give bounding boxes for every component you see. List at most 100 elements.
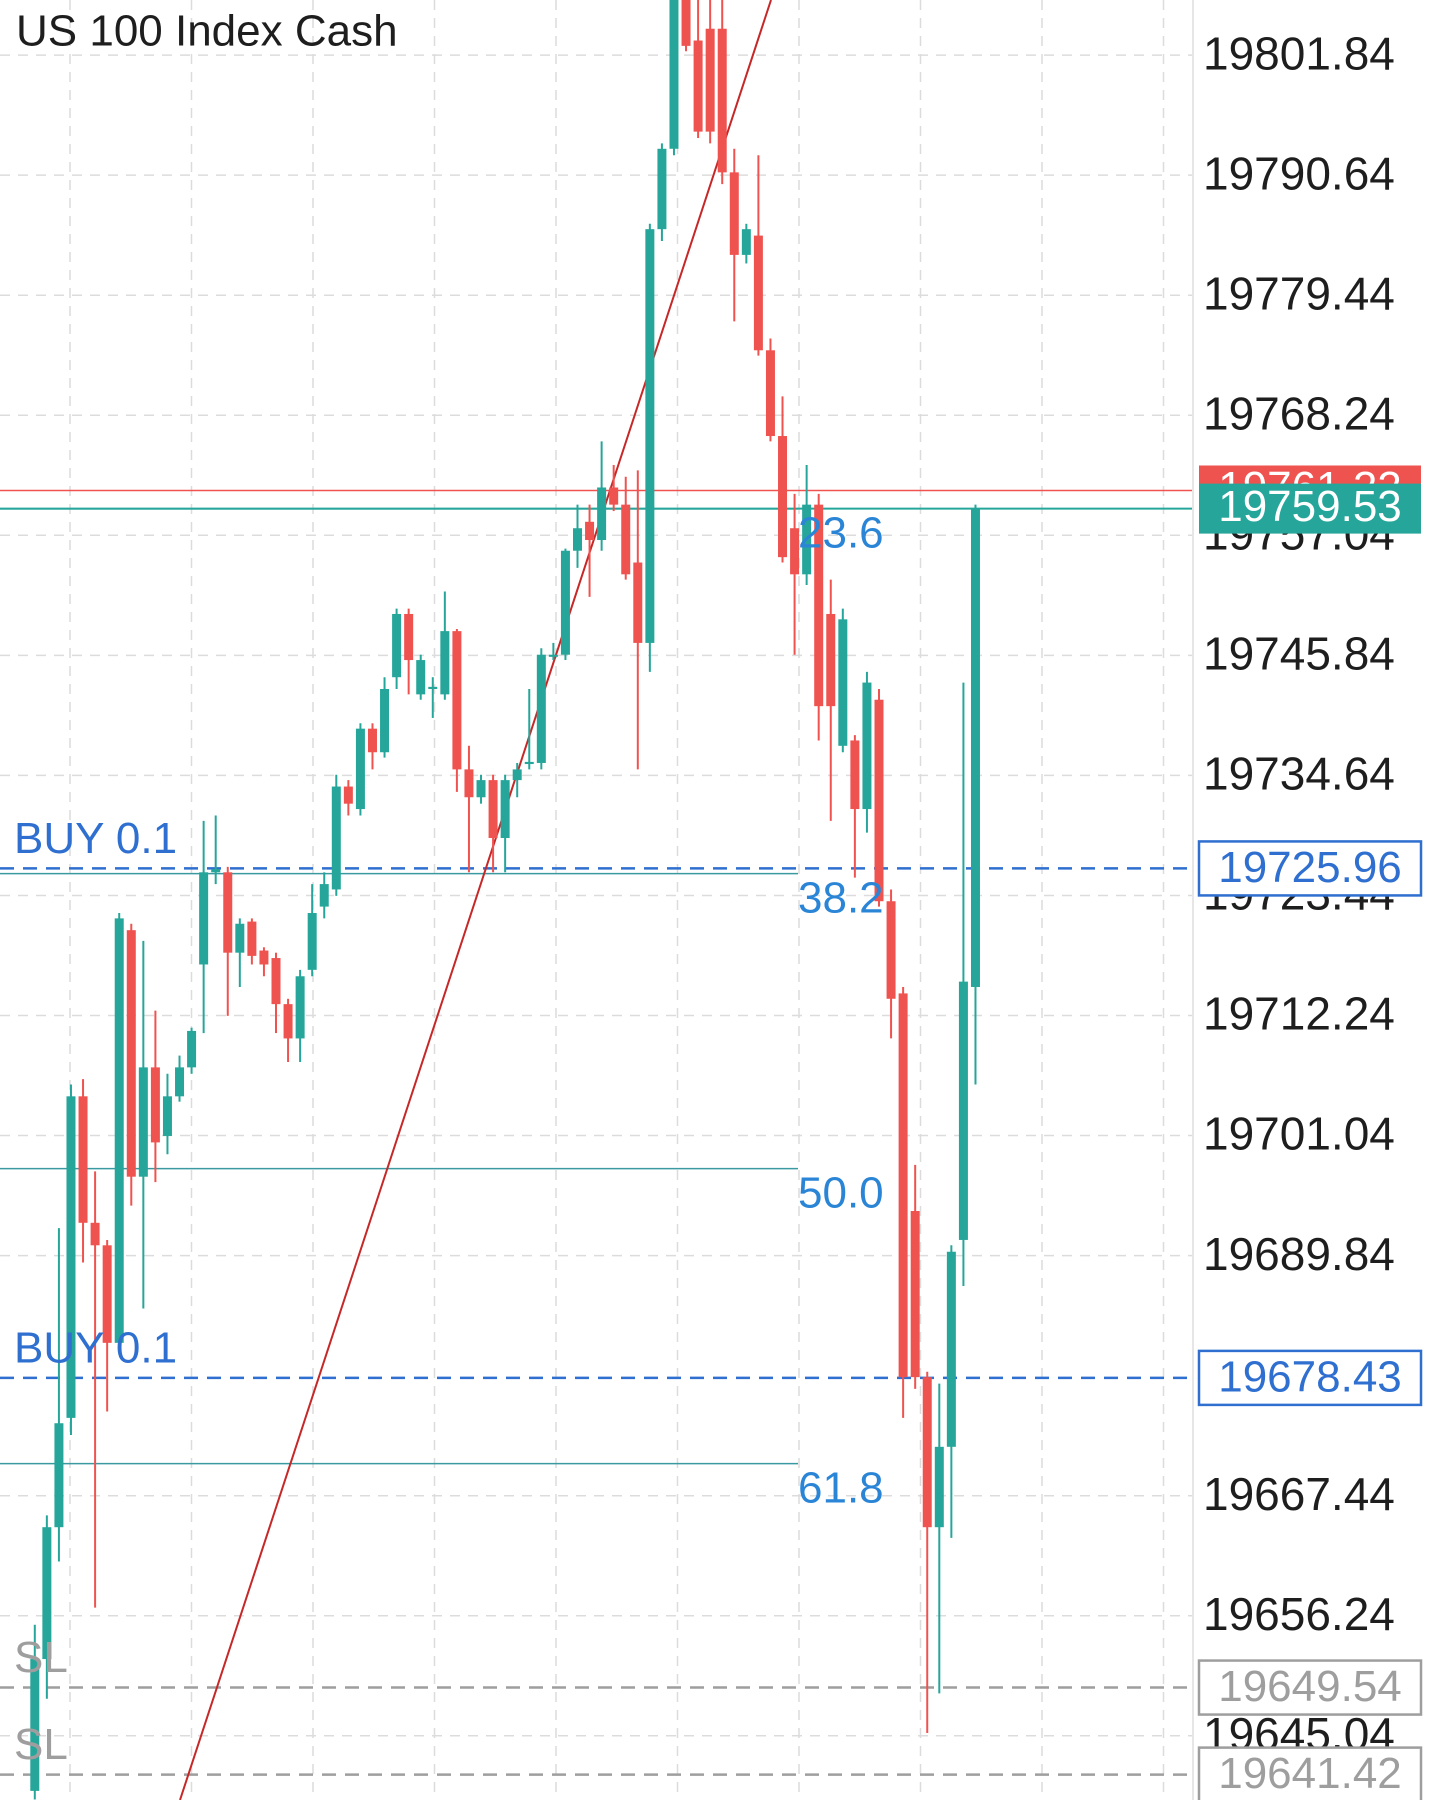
candle-body — [705, 28, 715, 132]
candle-body — [850, 740, 860, 810]
order-label: BUY 0.1 — [14, 814, 177, 863]
candle-body — [560, 550, 570, 655]
candle-body — [898, 993, 908, 1378]
fibonacci-label: 38.2 — [798, 873, 884, 922]
candle-body — [307, 913, 317, 970]
candle-body — [283, 1004, 293, 1039]
candle-body — [78, 1096, 88, 1223]
order-price-box — [1197, 1349, 1423, 1407]
candle-body — [90, 1222, 100, 1246]
candle-body — [199, 872, 209, 965]
candle-body — [922, 1377, 932, 1528]
candle-body — [717, 28, 727, 173]
order-price-box — [1197, 840, 1423, 897]
candle-body — [573, 528, 582, 551]
candle-body — [247, 921, 257, 956]
candle-body — [30, 1659, 40, 1791]
candle-body — [271, 958, 281, 1005]
chart-title: US 100 Index Cash — [16, 7, 398, 56]
y-tick-label: 19667.44 — [1203, 1468, 1395, 1520]
fibonacci-label: 50.0 — [798, 1168, 884, 1217]
candle-body — [380, 689, 390, 753]
candle-body — [645, 229, 655, 643]
candle-body — [790, 528, 800, 575]
candle-body — [162, 1096, 172, 1136]
y-tick-label: 19745.84 — [1203, 628, 1395, 680]
candle-body — [621, 504, 631, 575]
candle-body — [753, 235, 763, 351]
y-tick-label: 19656.24 — [1203, 1588, 1395, 1640]
candle-body — [669, 0, 679, 149]
candle-body — [524, 761, 534, 765]
level-lines — [0, 489, 1193, 1776]
candle-body — [970, 508, 980, 987]
candle-body — [946, 1251, 956, 1447]
candle-body — [826, 613, 836, 707]
order-label: BUY 0.1 — [14, 1324, 177, 1373]
y-tick-label: 19779.44 — [1203, 267, 1395, 319]
candle-body — [452, 631, 462, 770]
candle-body — [814, 504, 824, 707]
order-price-label: 19725.96 — [1218, 843, 1402, 892]
y-tick-label: 19701.04 — [1203, 1108, 1395, 1160]
fibonacci-label: 61.8 — [798, 1463, 884, 1512]
candle-body — [934, 1446, 944, 1528]
candle-body — [223, 872, 233, 953]
candle-body — [211, 869, 221, 873]
order-price-label: 19678.43 — [1218, 1353, 1402, 1402]
candle-body — [609, 487, 619, 505]
candle-body — [536, 654, 546, 763]
y-tick-label: 19689.84 — [1203, 1228, 1395, 1280]
candle-body — [874, 699, 884, 902]
candle-body — [597, 487, 607, 541]
y-tick-label: 19801.84 — [1203, 27, 1395, 79]
candle-body — [741, 229, 751, 255]
stop-loss-label: SL — [14, 1633, 68, 1682]
candle-body — [765, 350, 775, 437]
candle-body — [392, 613, 402, 678]
stop-loss-price-box — [1197, 1659, 1423, 1716]
candle-body — [259, 950, 269, 965]
grid — [0, 0, 1193, 1800]
candle-body — [838, 619, 848, 746]
candle-body — [126, 930, 136, 1177]
labels: 19801.8419790.6419779.4419768.2419757.04… — [14, 27, 1423, 1800]
candle-body — [331, 786, 341, 890]
candle-body — [428, 686, 438, 690]
candle-body — [66, 1096, 76, 1418]
candle-body — [42, 1527, 52, 1660]
candle-body — [367, 728, 377, 753]
candle-body — [910, 1211, 920, 1378]
candle-body — [187, 1030, 197, 1068]
candle-body — [633, 562, 643, 643]
candle-body — [778, 436, 788, 558]
candle-body — [464, 769, 474, 798]
candle-body — [958, 981, 968, 1240]
candle-body — [488, 780, 498, 838]
candle-body — [500, 780, 510, 838]
candle-body — [343, 786, 353, 804]
candle-body — [585, 521, 595, 541]
fibonacci-label: 23.6 — [798, 509, 884, 558]
y-tick-label: 19790.64 — [1203, 147, 1395, 199]
candle-body — [681, 0, 691, 46]
candle-body — [114, 918, 124, 1343]
candle-body — [416, 660, 426, 695]
candle-body — [862, 682, 872, 810]
candle-body — [295, 976, 305, 1039]
candle-body — [886, 901, 896, 999]
candle-body — [440, 631, 450, 695]
y-tick-label: 19712.24 — [1203, 988, 1395, 1040]
y-tick-label: 19768.24 — [1203, 387, 1395, 439]
candle-body — [657, 148, 667, 230]
y-tick-label: 19734.64 — [1203, 748, 1395, 800]
candle-body — [138, 1067, 148, 1177]
stop-loss-label: SL — [14, 1720, 68, 1769]
stop-loss-price-label: 19649.54 — [1218, 1662, 1402, 1711]
candle-body — [319, 884, 329, 907]
stop-loss-price-box — [1197, 1746, 1423, 1800]
candle-body — [512, 769, 522, 781]
candle-body — [404, 613, 414, 661]
candle-body — [102, 1245, 112, 1343]
